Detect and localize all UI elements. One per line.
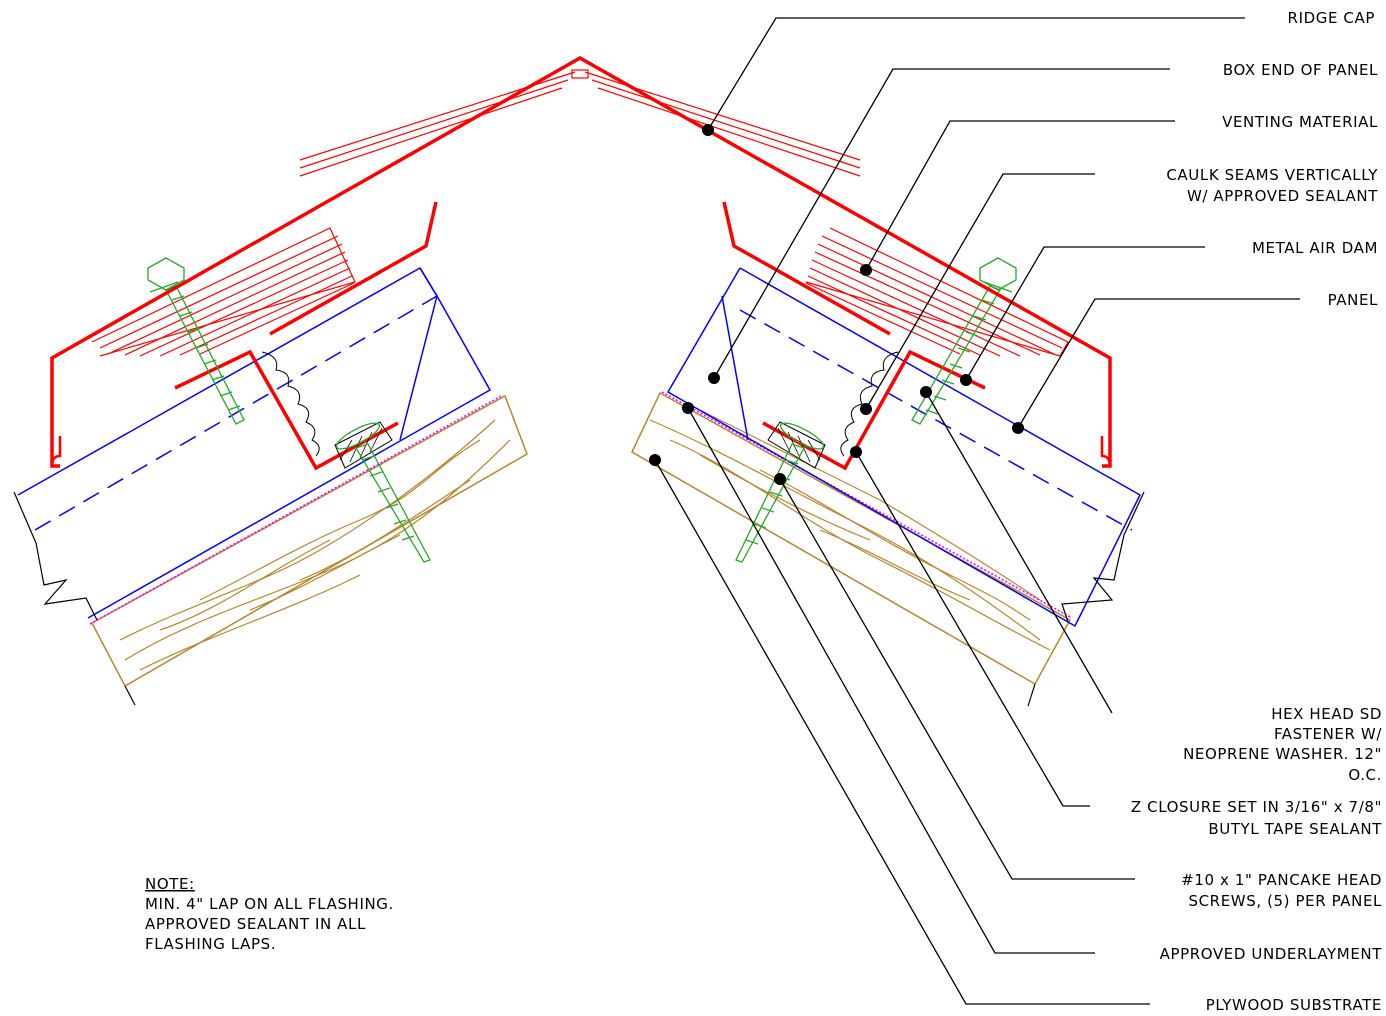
right-panel (666, 267, 1145, 707)
label-plywood: PLYWOOD SUBSTRATE (1206, 996, 1382, 1014)
right-metal-air-dam (722, 201, 891, 336)
left-venting-material (91, 227, 356, 357)
right-venting-material (805, 227, 1069, 357)
note-line-1: MIN. 4" LAP ON ALL FLASHING. (145, 895, 394, 913)
label-pancake-1: #10 x 1" PANCAKE HEAD (1181, 871, 1382, 889)
label-air-dam: METAL AIR DAM (1252, 239, 1378, 257)
right-pancake-screw (735, 422, 825, 563)
label-zclosure-1: Z CLOSURE SET IN 3/16" x 7/8" (1131, 798, 1382, 816)
note-title: NOTE: (145, 875, 195, 893)
label-underlayment: APPROVED UNDERLAYMENT (1160, 945, 1383, 963)
label-hex-2: FASTENER W/ (1274, 725, 1382, 743)
left-pancake-screw (335, 422, 431, 563)
label-ridge-cap: RIDGE CAP (1288, 9, 1375, 27)
leader-lines (654, 17, 1300, 1005)
left-metal-air-dam (269, 201, 438, 336)
label-caulk-2: W/ APPROVED SEALANT (1187, 187, 1378, 205)
label-zclosure-2: BUTYL TAPE SEALANT (1208, 820, 1382, 838)
left-z-closure (174, 349, 399, 471)
label-pancake-2: SCREWS, (5) PER PANEL (1188, 892, 1382, 910)
left-underlayment (89, 394, 504, 625)
left-hex-fastener (147, 257, 245, 425)
label-box-end: BOX END OF PANEL (1223, 61, 1378, 79)
label-caulk-1: CAULK SEAMS VERTICALLY (1166, 166, 1378, 184)
label-hex-4: O.C. (1348, 766, 1382, 784)
left-plywood-substrate (90, 394, 528, 688)
label-hex-3: NEOPRENE WASHER. 12" (1183, 745, 1382, 763)
right-plywood-substrate (631, 391, 1072, 686)
left-panel (13, 266, 492, 706)
right-hex-fastener (911, 257, 1017, 425)
label-venting: VENTING MATERIAL (1222, 113, 1378, 131)
label-panel: PANEL (1328, 291, 1378, 309)
note-line-3: FLASHING LAPS. (145, 935, 276, 953)
ridge-cap (50, 55, 1112, 468)
right-z-closure (762, 349, 986, 471)
label-hex-1: HEX HEAD SD (1271, 705, 1382, 723)
leader-dots (649, 124, 1024, 485)
note-line-2: APPROVED SEALANT IN ALL (145, 915, 366, 933)
